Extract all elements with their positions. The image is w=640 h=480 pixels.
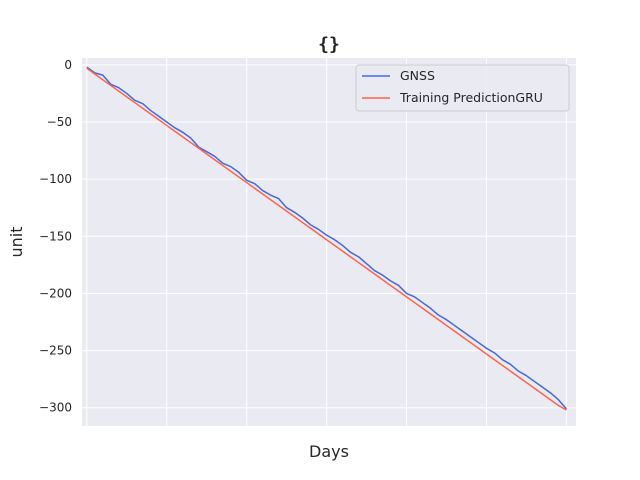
y-tick-label: 0: [64, 58, 72, 72]
legend-label-training-prediction-gru: Training PredictionGRU: [399, 90, 543, 105]
y-tick-label: −50: [47, 115, 72, 129]
legend-box: [355, 64, 570, 112]
legend-label-gnss: GNSS: [400, 68, 435, 83]
y-tick-label: −100: [39, 172, 72, 186]
x-axis-label: Days: [309, 442, 349, 461]
y-tick-label: −200: [39, 286, 72, 300]
series-line-gnss: [86, 66, 567, 410]
y-axis-label: unit: [7, 227, 26, 258]
series-lines: [86, 66, 567, 411]
legend: GNSS Training PredictionGRU: [355, 64, 570, 112]
y-tick-label: −150: [39, 229, 72, 243]
chart-title: {}: [318, 34, 340, 55]
y-tick-label: −250: [39, 344, 72, 358]
y-tick-labels: 0 −50 −100 −150 −200 −250 −300: [39, 58, 72, 415]
series-line-training-prediction-gru: [86, 67, 567, 411]
y-tick-label: −300: [39, 401, 72, 415]
